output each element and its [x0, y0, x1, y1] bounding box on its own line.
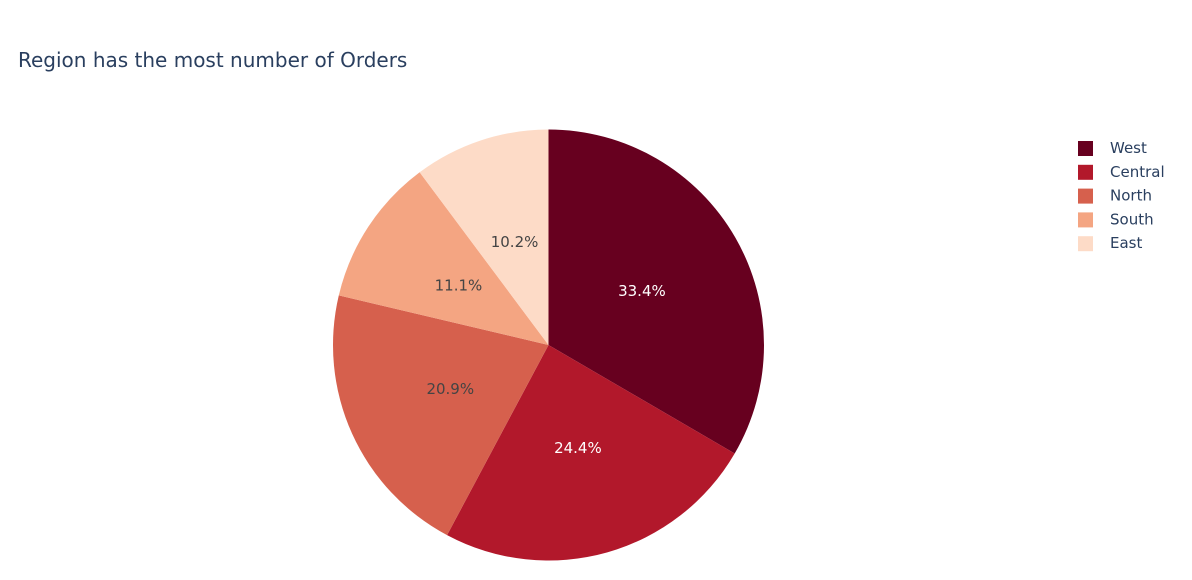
pie-slice-label-west: 33.4% — [618, 282, 666, 300]
pie-slice-label-south: 11.1% — [435, 276, 483, 294]
pie-slice-north[interactable] — [333, 295, 549, 536]
legend: West Central North South East — [1078, 139, 1165, 252]
legend-item-north[interactable]: North — [1078, 187, 1152, 205]
pie-slice-label-north: 20.9% — [426, 380, 474, 398]
legend-swatch-south — [1078, 212, 1093, 228]
pie-slices — [333, 129, 764, 561]
legend-label-east: East — [1110, 234, 1142, 252]
pie-slice-east[interactable] — [419, 129, 549, 346]
pie-slice-west[interactable] — [548, 129, 764, 454]
legend-label-central: Central — [1110, 163, 1165, 181]
pie-slice-label-east: 10.2% — [491, 233, 539, 251]
legend-item-south[interactable]: South — [1078, 210, 1154, 228]
pie-slice-labels: 33.4% 24.4% 20.9% 11.1% 10.2% — [426, 233, 665, 457]
legend-item-east[interactable]: East — [1078, 234, 1142, 252]
pie-slice-central[interactable] — [447, 345, 735, 561]
legend-swatch-north — [1078, 188, 1093, 204]
legend-item-west[interactable]: West — [1078, 139, 1147, 157]
chart-title: Region has the most number of Orders — [18, 48, 407, 72]
pie-slice-south[interactable] — [338, 172, 549, 345]
pie-slice-label-central: 24.4% — [554, 439, 602, 457]
legend-label-south: South — [1110, 210, 1154, 228]
legend-item-central[interactable]: Central — [1078, 163, 1165, 181]
legend-swatch-central — [1078, 164, 1093, 180]
legend-swatch-east — [1078, 236, 1093, 252]
legend-swatch-west — [1078, 141, 1093, 156]
legend-label-north: North — [1110, 187, 1152, 205]
legend-label-west: West — [1110, 139, 1147, 157]
